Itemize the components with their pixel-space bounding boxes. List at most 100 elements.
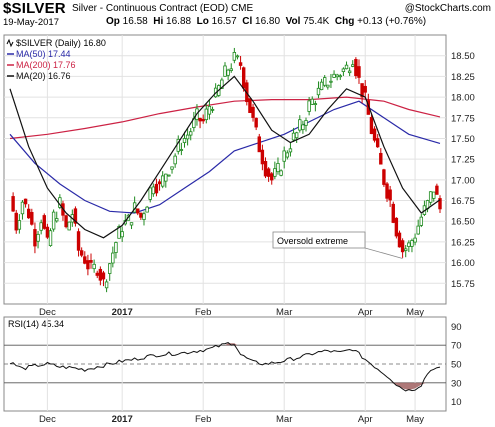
- candle-body: [294, 132, 299, 139]
- candle-body: [369, 117, 374, 135]
- candle-body: [235, 55, 240, 58]
- candle-body: [170, 166, 174, 170]
- candle-body: [151, 186, 156, 195]
- candle-body: [316, 87, 321, 96]
- candle-body: [397, 232, 402, 248]
- candle-body: [79, 250, 84, 256]
- candle-body: [17, 220, 22, 230]
- candle-body: [344, 64, 349, 70]
- price-axis-tick-label: 18.25: [451, 72, 475, 83]
- rsi-x-tick-label: Feb: [195, 414, 211, 425]
- candle-body: [136, 208, 140, 214]
- candle-body: [266, 168, 271, 177]
- price-x-tick-label: 2017: [112, 307, 133, 318]
- ma50-line: [9, 100, 441, 214]
- ma200-line: [9, 96, 441, 140]
- candle-body: [83, 256, 87, 264]
- candle-body: [375, 138, 380, 148]
- price-axis-tick-label: 15.75: [451, 279, 475, 290]
- price-axis-tick-label: 16.75: [451, 196, 475, 207]
- candle-body: [326, 84, 330, 88]
- candle-body: [329, 80, 333, 83]
- legend-entry: $SILVER (Daily) 16.80: [16, 38, 106, 48]
- candle-body: [117, 226, 121, 239]
- candle-body: [248, 98, 252, 113]
- exchange-text: CME: [230, 3, 254, 14]
- candle-body: [263, 160, 268, 177]
- candle-body: [198, 117, 202, 122]
- candle-body: [139, 212, 143, 218]
- candle-body: [64, 215, 68, 228]
- candle-body: [335, 74, 339, 78]
- price-axis-tick-label: 16.25: [451, 237, 475, 248]
- candle-body: [238, 62, 243, 66]
- rsi-x-tick-label: Apr: [358, 414, 373, 425]
- rsi-x-tick-label: Dec: [39, 414, 56, 425]
- candle-body: [379, 152, 383, 165]
- candle-body: [347, 70, 352, 74]
- annotation-pointer: [364, 247, 403, 259]
- candle-body: [145, 206, 149, 213]
- candle-body: [86, 260, 90, 270]
- copyright-text: @StockCharts.com: [404, 3, 491, 14]
- rsi-title: RSI(14) 45.34: [8, 319, 64, 329]
- candle-body: [92, 263, 96, 270]
- candle-body: [372, 128, 377, 141]
- ohlc-readout: Op 16.58 Hi 16.88 Lo 16.57 Cl 16.80 Vol …: [106, 16, 427, 27]
- description-text: Silver - Continuous Contract (EOD): [72, 3, 229, 14]
- rsi-axis-tick-label: 50: [451, 360, 462, 371]
- candle-body: [232, 52, 237, 61]
- candle-body: [332, 73, 336, 78]
- candle-body: [341, 68, 346, 73]
- candle-body: [338, 75, 342, 78]
- legend-entry: MA(200) 17.76: [16, 60, 76, 70]
- candle-body: [11, 196, 15, 212]
- candle-body: [410, 240, 414, 247]
- price-x-tick-label: Mar: [276, 307, 292, 318]
- rsi-x-tick-label: May: [406, 414, 424, 425]
- candle-body: [223, 65, 227, 77]
- annotation-text: Oversold extreme: [277, 236, 348, 246]
- candle-body: [207, 105, 212, 115]
- legend-entry: MA(20) 16.76: [16, 71, 71, 81]
- candle-body: [26, 208, 31, 219]
- candle-body: [257, 136, 261, 153]
- candle-body: [120, 231, 124, 238]
- candle-body: [30, 212, 34, 225]
- candle-body: [241, 67, 246, 89]
- candle-body: [413, 237, 417, 243]
- candle-body: [270, 173, 274, 181]
- legend-entry: MA(50) 17.44: [16, 49, 71, 59]
- legend-candle-icon: [6, 38, 14, 48]
- candle-body: [391, 203, 395, 223]
- candle-body: [98, 268, 103, 281]
- candle-body: [101, 272, 106, 280]
- candle-body: [148, 187, 152, 200]
- candle-body: [48, 230, 53, 247]
- candle-body: [251, 106, 255, 118]
- candle-body: [260, 149, 265, 165]
- candle-body: [438, 198, 442, 210]
- candle-body: [39, 222, 43, 231]
- candle-body: [108, 263, 112, 274]
- quote-date: 19-May-2017: [3, 17, 59, 28]
- annotation-box: [272, 231, 366, 249]
- rsi-axis-tick-label: 30: [451, 378, 462, 389]
- price-axis-tick-label: 16.00: [451, 258, 475, 269]
- candle-body: [407, 242, 411, 247]
- candle-body: [76, 231, 81, 251]
- candle-body: [307, 100, 311, 112]
- candle-body: [45, 226, 50, 238]
- candle-body: [220, 79, 224, 89]
- price-axis-tick-label: 18.00: [451, 93, 475, 104]
- candle-body: [313, 103, 318, 106]
- candle-body: [385, 183, 389, 199]
- candle-body: [89, 260, 93, 263]
- price-axis-tick-label: 18.50: [451, 51, 475, 62]
- price-x-tick-label: Apr: [358, 307, 373, 318]
- price-axis-tick-label: 17.75: [451, 113, 475, 124]
- candle-body: [154, 183, 159, 194]
- candle-body: [301, 124, 305, 131]
- price-axis-tick-label: 17.25: [451, 155, 475, 166]
- candle-body: [33, 229, 37, 247]
